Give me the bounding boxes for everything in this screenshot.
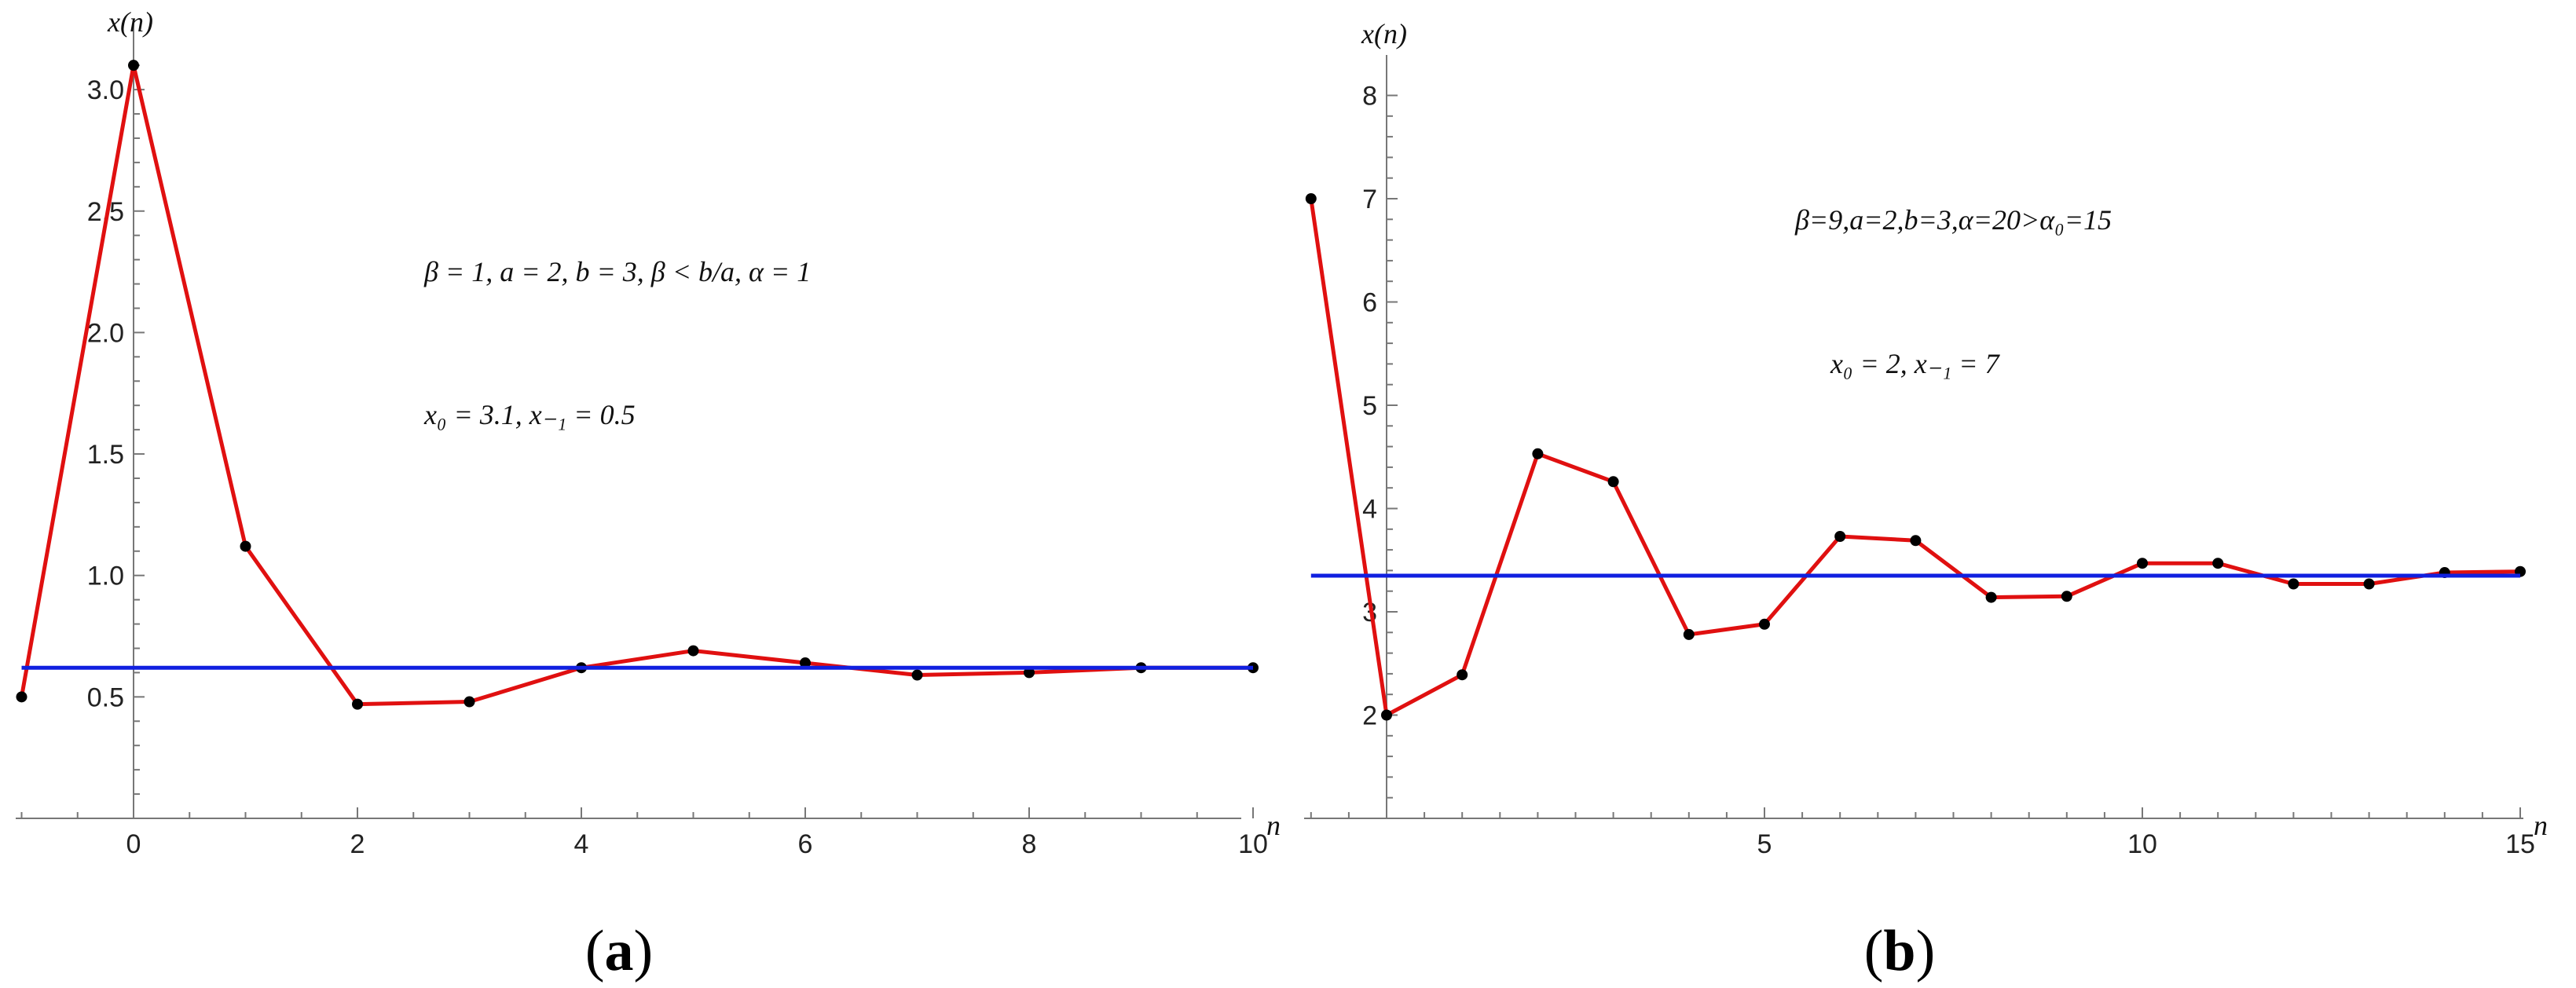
data-point (1834, 531, 1846, 543)
y-tick-label: 2.0 (87, 318, 124, 348)
data-point (2061, 591, 2072, 602)
y-tick-label: 0.5 (87, 682, 124, 712)
data-point (128, 60, 139, 71)
data-point (687, 645, 699, 657)
x-axis-label: n (2534, 810, 2548, 841)
panel-label-close: ) (1916, 919, 1936, 983)
data-point (911, 669, 923, 681)
annotation-initial-values: x₀ = 2, x₋₁ = 7 (1830, 348, 2001, 379)
x-tick-label: 10 (2127, 829, 2157, 859)
x-axis-label: n (1266, 810, 1281, 841)
data-point (1024, 667, 1035, 679)
y-tick-label: 8 (1362, 82, 1377, 112)
data-point (464, 696, 475, 708)
y-axis-label: x(n) (107, 6, 153, 38)
series-line-trajectory (1309, 198, 2521, 717)
data-point (1305, 193, 1317, 204)
x-tick-label: 0 (126, 829, 141, 859)
annotation-parameters: β=9,a=2,b=3,α=20>α₀=15 (1794, 204, 2112, 236)
x-tick-label: 10 (1238, 829, 1268, 859)
data-point (1381, 709, 1392, 721)
panel-label-letter: b (1883, 919, 1915, 983)
x-tick-label: 2 (350, 829, 365, 859)
panel-label-open: ( (585, 919, 605, 983)
x-tick-label: 8 (1022, 829, 1037, 859)
data-point (2288, 578, 2299, 590)
annotation-parameters: β = 1, a = 2, b = 3, β < b/a, α = 1 (423, 256, 811, 287)
y-tick-label: 1.0 (87, 562, 124, 591)
data-point (800, 657, 811, 669)
y-tick-label: 5 (1362, 391, 1377, 421)
series-line-trajectory (20, 63, 1253, 707)
data-point (1985, 591, 1997, 603)
data-point (1607, 476, 1619, 488)
x-tick-label: 4 (574, 829, 589, 859)
x-tick-label: 6 (798, 829, 813, 859)
y-tick-label: 6 (1362, 288, 1377, 318)
y-axis-label: x(n) (1361, 18, 1407, 49)
x-tick-label: 5 (1757, 829, 1772, 859)
data-point (1910, 535, 1922, 547)
panel-label-open: ( (1864, 919, 1884, 983)
y-tick-label: 4 (1362, 495, 1377, 525)
panel-a: 0 2 4 6 8 100.51.01.52.02.53.0x(n)nβ = 1, a =… (16, 6, 1281, 983)
data-point (352, 698, 363, 710)
panel-label: (b) (1864, 919, 1935, 983)
data-point (16, 691, 27, 703)
data-point (1683, 628, 1695, 640)
data-point (1532, 448, 1544, 459)
data-point (2363, 578, 2375, 590)
panel-label-letter: a (605, 919, 634, 983)
panel-label-close: ) (634, 919, 654, 983)
data-point (2137, 558, 2148, 569)
data-point (1457, 669, 1468, 681)
panel-b: 5 10 152345678x(n)nβ=9,a=2,b=3,α=20>α₀=15x… (1304, 18, 2548, 983)
y-tick-label: 2 (1362, 701, 1377, 731)
y-tick-label: 1.5 (87, 440, 124, 470)
annotation-initial-values: x₀ = 3.1, x₋₁ = 0.5 (423, 399, 636, 430)
y-tick-label: 7 (1362, 185, 1377, 214)
panel-label: (a) (585, 919, 653, 983)
data-point (1759, 618, 1770, 630)
data-point (2212, 558, 2224, 569)
y-tick-label: 3.0 (87, 75, 124, 105)
x-tick-label: 15 (2505, 829, 2535, 859)
data-point (240, 540, 251, 552)
